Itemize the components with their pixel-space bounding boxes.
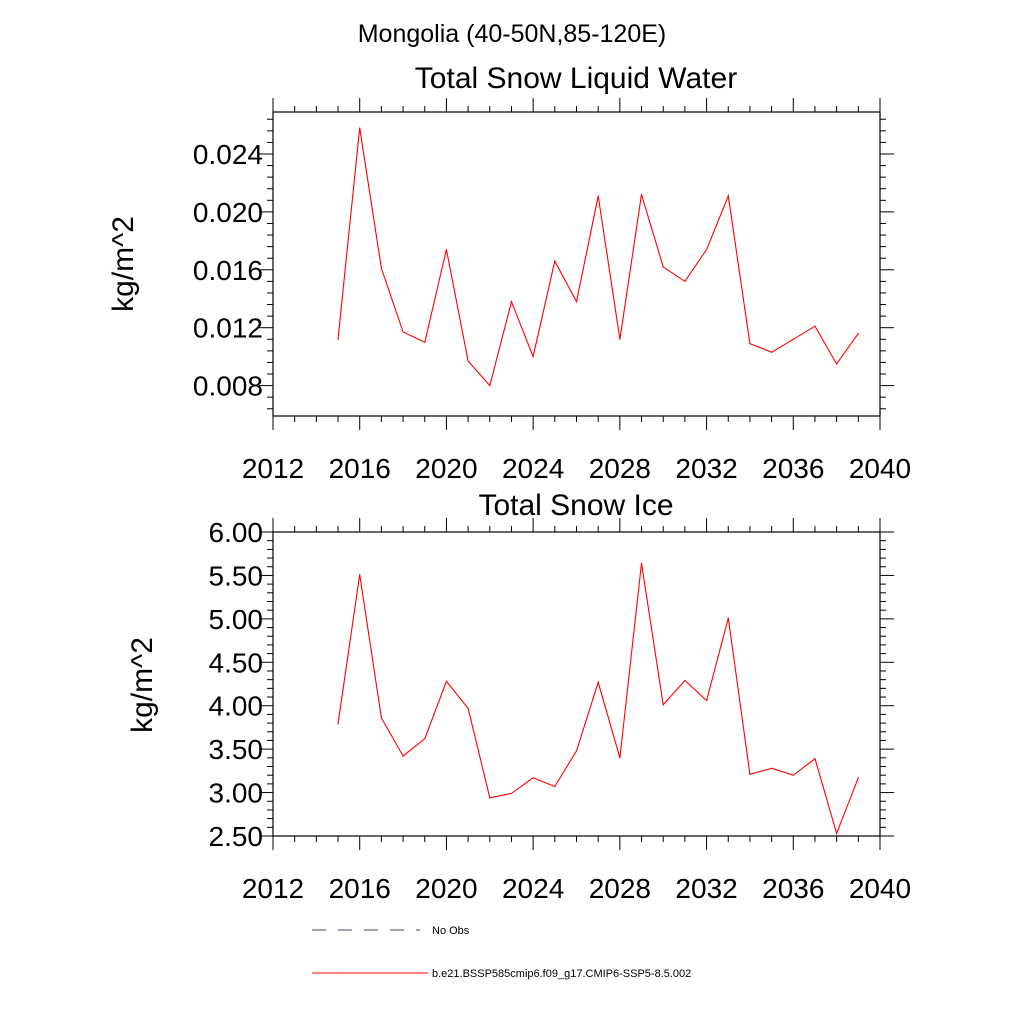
series-line <box>337 563 859 836</box>
data-point <box>424 341 426 343</box>
x-tick-label: 2028 <box>589 453 651 484</box>
x-tick-label: 2012 <box>242 873 304 904</box>
data-point <box>445 248 448 251</box>
data-point <box>467 360 469 362</box>
data-point <box>792 338 794 340</box>
x-tick-label: 2012 <box>242 453 304 484</box>
x-tick-label: 2020 <box>415 873 477 904</box>
x-tick-label: 2040 <box>849 873 911 904</box>
y-tick-label: 5.00 <box>209 604 264 635</box>
data-point <box>575 301 578 303</box>
data-point <box>857 332 859 335</box>
data-point <box>532 356 534 358</box>
data-point <box>597 195 599 197</box>
data-point <box>337 338 339 340</box>
data-point <box>836 363 838 365</box>
data-point <box>510 301 513 303</box>
data-point <box>510 792 513 795</box>
data-point <box>727 617 729 619</box>
x-tick-label: 2024 <box>502 873 564 904</box>
data-point <box>619 757 621 759</box>
data-point <box>554 260 556 262</box>
x-tick-label: 2016 <box>329 453 391 484</box>
data-point <box>749 343 751 345</box>
legend-label-model-run: b.e21.BSSP585cmip6.f09_g17.CMIP6-SSP5-8.… <box>432 968 691 980</box>
x-tick-label: 2036 <box>762 873 824 904</box>
y-tick-label: 3.50 <box>209 734 264 765</box>
data-point <box>814 758 816 760</box>
y-tick-label: 4.00 <box>209 691 264 722</box>
x-tick-label: 2036 <box>762 453 824 484</box>
y-tick-label: 0.008 <box>193 371 263 402</box>
chart-title: Total Snow Ice <box>478 489 673 522</box>
legend: No Obs b.e21.BSSP585cmip6.f09_g17.CMIP6-… <box>312 925 691 980</box>
y-tick-label: 4.50 <box>209 647 264 678</box>
y-tick-label: 0.016 <box>193 255 263 286</box>
x-tick-label: 2032 <box>675 873 737 904</box>
data-point <box>380 267 382 269</box>
data-point <box>662 266 664 268</box>
data-point <box>814 325 816 327</box>
series-line <box>337 127 859 387</box>
data-point <box>684 280 686 282</box>
data-point <box>402 331 404 333</box>
data-point <box>359 573 361 576</box>
data-point <box>532 777 534 779</box>
x-tick-label: 2032 <box>675 453 737 484</box>
data-point <box>727 195 729 197</box>
data-point <box>424 738 426 740</box>
data-point <box>705 699 708 702</box>
x-tick-label: 2016 <box>329 873 391 904</box>
data-point <box>380 717 382 719</box>
chart-panel-snow-ice: Total Snow Ice kg/m^2 2012 2016 2020 2024 20… <box>126 489 911 904</box>
chart-title: Total Snow Liquid Water <box>415 62 737 95</box>
data-point <box>445 680 448 682</box>
data-point <box>771 351 773 353</box>
x-tick-label: 2020 <box>415 453 477 484</box>
x-tick-label: 2024 <box>502 453 564 484</box>
data-point <box>836 832 838 834</box>
data-point <box>489 797 491 799</box>
data-point <box>575 750 578 752</box>
figure-title: Mongolia (40-50N,85-120E) <box>358 20 667 48</box>
data-point <box>792 774 794 776</box>
y-tick-label: 6.00 <box>209 517 264 548</box>
data-point <box>857 777 859 779</box>
data-point <box>597 681 599 683</box>
y-tick-label: 5.50 <box>209 560 264 591</box>
y-tick-label: 0.024 <box>193 139 263 170</box>
data-point <box>554 785 556 788</box>
y-axis-label: kg/m^2 <box>126 637 159 733</box>
data-point <box>705 248 708 251</box>
data-point <box>771 767 773 769</box>
y-tick-label: 0.012 <box>193 313 263 344</box>
data-point <box>402 755 404 757</box>
y-tick-label: 0.020 <box>193 197 263 228</box>
data-point <box>640 562 643 564</box>
chart-panel-snow-liquid-water: Total Snow Liquid Water kg/m^2 2012 2016 2… <box>107 62 911 484</box>
x-tick-label: 2028 <box>589 873 651 904</box>
y-tick-label: 2.50 <box>209 821 264 852</box>
data-point <box>684 679 686 682</box>
legend-label-no-obs: No Obs <box>432 925 470 937</box>
data-point <box>489 385 491 387</box>
data-point <box>749 773 751 775</box>
y-tick-label: 3.00 <box>209 778 264 809</box>
data-point <box>619 338 621 340</box>
y-axis-label: kg/m^2 <box>107 216 140 312</box>
data-point <box>662 704 664 706</box>
x-tick-label: 2040 <box>849 453 911 484</box>
data-point <box>640 193 643 196</box>
data-point <box>467 707 469 709</box>
data-point <box>359 127 361 129</box>
plot-frame <box>272 531 881 837</box>
data-point <box>337 723 339 725</box>
